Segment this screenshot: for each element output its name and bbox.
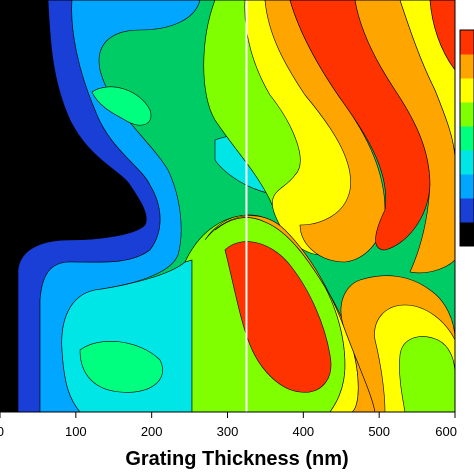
plot-area [0, 0, 455, 412]
colorbar-segment [460, 198, 474, 223]
x-axis-title: Grating Thickness (nm) [125, 448, 348, 470]
x-axis: 0 100 200 300 400 500 600 [0, 412, 457, 439]
colorbar-segment [460, 78, 474, 103]
contour-region-orange-3 [214, 215, 376, 412]
contour-region-green-4 [399, 336, 455, 412]
contour-region-green-island-2 [79, 340, 163, 393]
colorbar-segment [460, 222, 474, 247]
colorbar-segment [460, 54, 474, 79]
x-tick-label: 400 [292, 424, 314, 439]
x-tick-label: 600 [435, 424, 457, 439]
colorbar-segment [460, 102, 474, 127]
colorbar [459, 29, 474, 247]
x-tick-label: 100 [65, 424, 87, 439]
colorbar-segment [460, 30, 474, 55]
x-tick-label: 0 [0, 424, 4, 439]
colorbar-segment [460, 150, 474, 175]
x-tick-label: 300 [217, 424, 239, 439]
contour-region-green-island [91, 86, 152, 126]
colorbar-segment [460, 174, 474, 199]
colorbar-segment [460, 126, 474, 151]
colorbar-frame [459, 29, 474, 247]
x-tick-label: 500 [368, 424, 390, 439]
x-tick-label: 200 [141, 424, 163, 439]
